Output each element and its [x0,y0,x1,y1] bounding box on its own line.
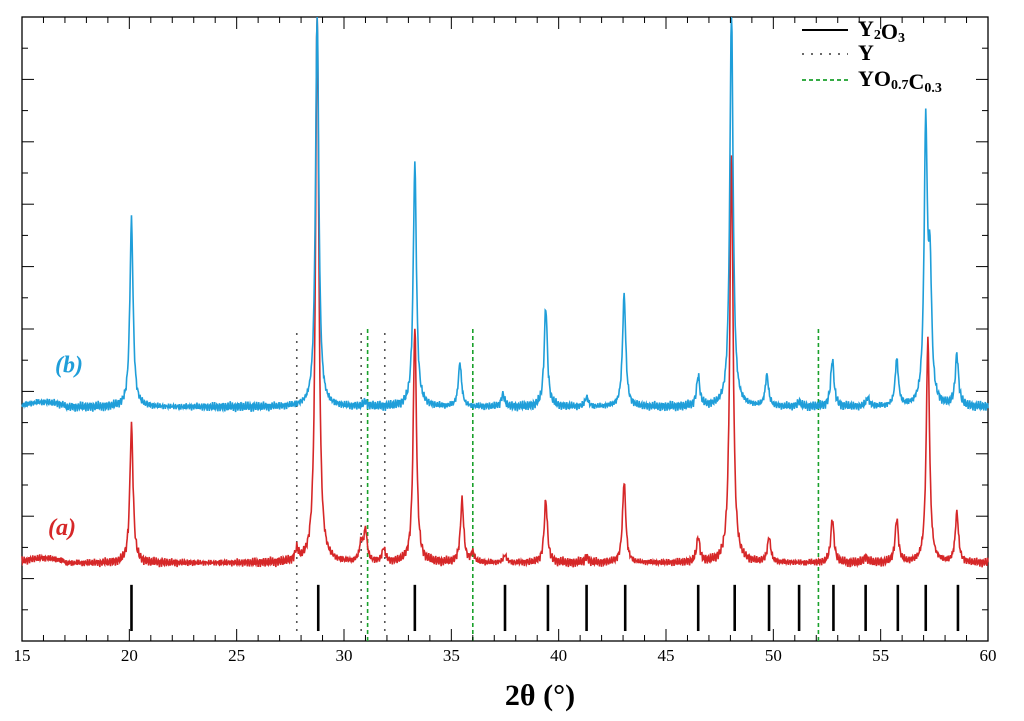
x-tick-label: 45 [658,646,675,665]
axis-ticks [21,16,989,642]
x-tick-label: 40 [550,646,567,665]
x-axis-label: 2θ (°) [505,679,575,712]
reference-lines [130,329,960,641]
plot-frame [21,16,989,642]
x-tick-label: 60 [980,646,997,665]
x-tick-label: 25 [228,646,245,665]
series-line-b [21,16,989,414]
series-line-a [21,16,989,569]
series-label-b: (b) [55,353,83,379]
legend-label-2: YO0.7C0.3 [858,66,942,96]
legend-label-0: Y2O3 [858,16,905,46]
axis-labels: 15 20 25 30 35 40 45 50 55 60 [14,646,997,665]
series-layer: (a) (b) [21,16,989,569]
x-tick-label: 55 [872,646,889,665]
x-tick-label: 35 [443,646,460,665]
x-tick-label: 30 [336,646,353,665]
legend-label-1: Y [858,40,874,65]
x-tick-label: 20 [121,646,138,665]
series-label-a: (a) [48,515,76,541]
x-tick-label: 50 [765,646,782,665]
x-tick-label: 15 [14,646,31,665]
